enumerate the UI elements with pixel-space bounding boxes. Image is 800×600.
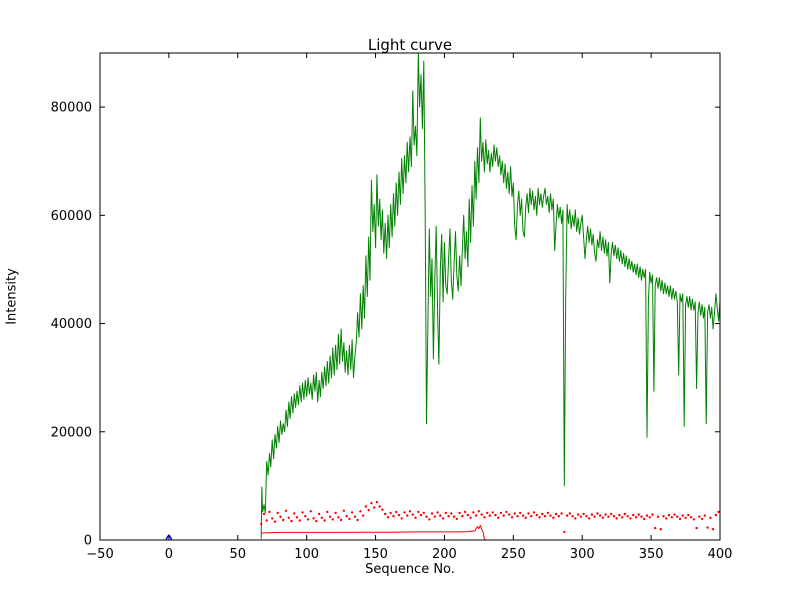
x-tick-label: 350 xyxy=(639,547,664,562)
x-tick-label: −50 xyxy=(86,547,113,562)
x-tick-label: 200 xyxy=(432,547,457,562)
y-tick-label: 0 xyxy=(84,534,92,549)
x-tick-label: 100 xyxy=(294,547,319,562)
y-tick-label: 80000 xyxy=(51,101,92,116)
x-tick-label: 50 xyxy=(230,547,247,562)
series-light-curve-intensity xyxy=(260,53,720,539)
y-tick-label: 40000 xyxy=(51,317,92,332)
x-axis-label: Sequence No. xyxy=(365,562,455,577)
y-tick-label: 60000 xyxy=(51,209,92,224)
x-tick-label: 400 xyxy=(708,547,733,562)
y-tick-label: 20000 xyxy=(51,425,92,440)
series-baseline-red-solid xyxy=(261,524,487,540)
chart-title: Light curve xyxy=(367,36,453,54)
plot-border xyxy=(99,52,721,541)
x-tick-label: 0 xyxy=(165,547,173,562)
y-axis-label: Intensity xyxy=(4,268,20,325)
x-tick-label: 300 xyxy=(570,547,595,562)
series-background-level-dotted xyxy=(260,500,720,534)
x-tick-label: 250 xyxy=(501,547,526,562)
x-tick-label: 150 xyxy=(363,547,388,562)
